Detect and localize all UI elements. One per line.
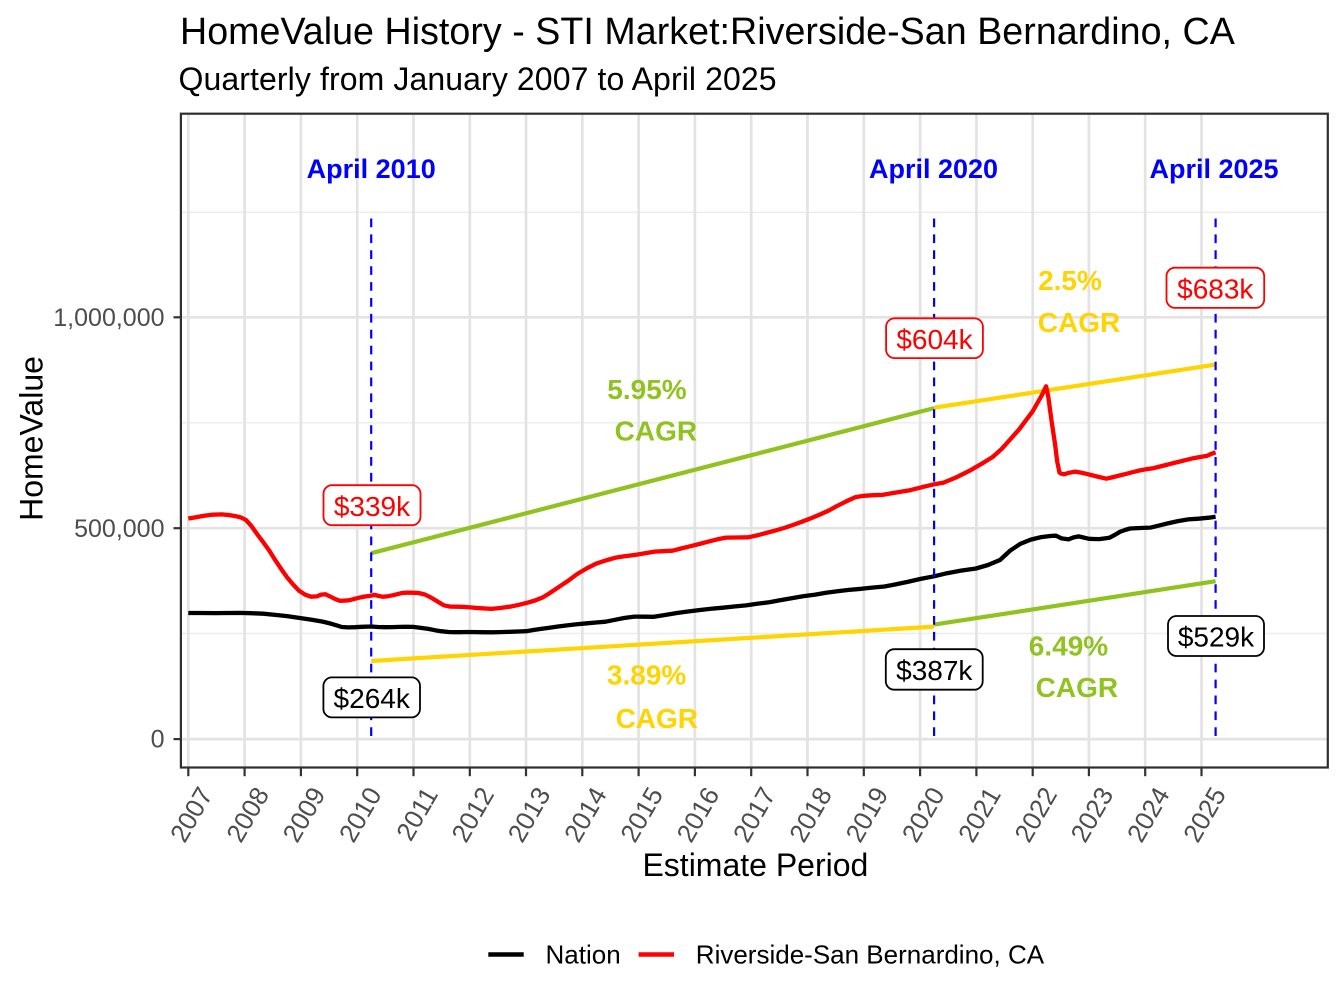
svg-text:$387k: $387k [896, 655, 973, 686]
svg-text:2019: 2019 [839, 782, 894, 847]
svg-text:April 2010: April 2010 [307, 154, 436, 184]
svg-text:500,000: 500,000 [74, 515, 164, 543]
svg-text:2015: 2015 [614, 782, 669, 847]
svg-text:April 2025: April 2025 [1149, 154, 1278, 184]
svg-text:$604k: $604k [896, 324, 973, 355]
svg-text:2010: 2010 [333, 782, 388, 847]
svg-text:HomeValue: HomeValue [14, 356, 50, 521]
svg-text:2018: 2018 [783, 782, 838, 847]
svg-text:$264k: $264k [334, 683, 411, 714]
svg-text:CAGR: CAGR [1036, 672, 1118, 703]
svg-text:HomeValue History - STI Market: HomeValue History - STI Market:Riverside… [180, 10, 1235, 52]
svg-text:2008: 2008 [220, 782, 275, 847]
svg-text:1,000,000: 1,000,000 [53, 304, 164, 332]
svg-text:CAGR: CAGR [616, 703, 698, 734]
svg-text:2023: 2023 [1064, 782, 1119, 847]
svg-text:Quarterly from January 2007 to: Quarterly from January 2007 to April 202… [179, 61, 777, 97]
svg-text:2013: 2013 [501, 782, 556, 847]
svg-text:5.95%: 5.95% [607, 374, 686, 405]
svg-text:3.89%: 3.89% [607, 660, 686, 691]
svg-text:2020: 2020 [896, 782, 951, 847]
svg-text:2009: 2009 [276, 782, 331, 847]
svg-text:2014: 2014 [558, 782, 613, 847]
svg-text:2011: 2011 [390, 782, 444, 845]
svg-text:2021: 2021 [952, 782, 1007, 847]
svg-text:CAGR: CAGR [615, 416, 697, 447]
svg-text:2007: 2007 [164, 782, 219, 847]
svg-text:2017: 2017 [727, 782, 782, 847]
svg-text:Riverside-San Bernardino, CA: Riverside-San Bernardino, CA [696, 940, 1045, 970]
svg-text:2012: 2012 [445, 782, 500, 847]
svg-text:$529k: $529k [1178, 622, 1255, 653]
svg-text:2016: 2016 [670, 782, 725, 847]
svg-text:6.49%: 6.49% [1029, 630, 1108, 661]
svg-text:2025: 2025 [1177, 782, 1232, 847]
svg-text:2.5%: 2.5% [1038, 265, 1102, 296]
svg-text:April 2020: April 2020 [869, 154, 998, 184]
svg-text:$683k: $683k [1177, 273, 1254, 304]
svg-text:2022: 2022 [1008, 782, 1063, 847]
svg-text:CAGR: CAGR [1038, 307, 1120, 338]
svg-text:0: 0 [151, 726, 165, 754]
svg-text:Estimate Period: Estimate Period [642, 847, 868, 883]
svg-text:$339k: $339k [334, 491, 411, 522]
svg-text:Nation: Nation [546, 940, 621, 970]
svg-text:2024: 2024 [1121, 782, 1176, 847]
